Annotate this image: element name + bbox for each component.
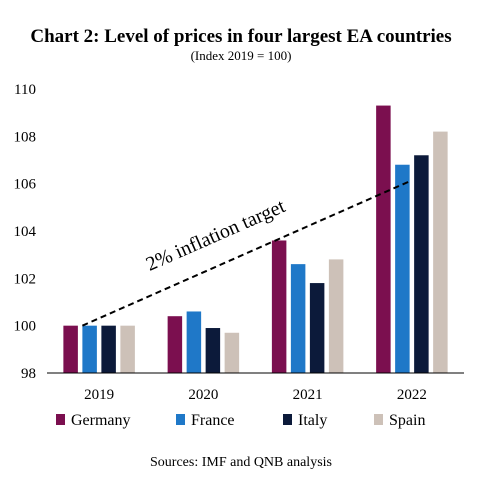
legend-label-france: France	[191, 412, 235, 429]
bar-germany-2019	[63, 325, 78, 373]
bar-spain-2021	[328, 259, 344, 373]
bar-france-2021	[290, 264, 306, 373]
y-tick-label: 98	[21, 366, 36, 382]
y-tick-label: 102	[14, 271, 37, 287]
bar-france-2019	[82, 325, 97, 373]
legend-swatch-spain	[374, 414, 383, 425]
bar-germany-2021	[271, 240, 287, 373]
bar-france-2022	[395, 164, 410, 373]
bar-spain-2020	[224, 332, 240, 373]
bar-italy-2022	[414, 155, 429, 373]
y-tick-label: 110	[14, 82, 36, 98]
inflation-target-line	[81, 180, 411, 327]
legend-swatch-france	[176, 414, 185, 425]
bar-germany-2022	[376, 105, 391, 373]
bar-germany-2020	[167, 316, 183, 373]
y-tick-label: 100	[14, 319, 37, 335]
bar-italy-2021	[309, 283, 325, 373]
legend-swatch-germany	[56, 414, 65, 425]
source-note: Sources: IMF and QNB analysis	[150, 455, 332, 470]
legend-label-spain: Spain	[389, 412, 425, 429]
x-tick-label: 2021	[293, 387, 323, 403]
inflation-target-label: 2% inflation target	[143, 195, 289, 276]
y-tick-label: 108	[14, 129, 37, 145]
bar-italy-2019	[101, 325, 116, 373]
chart-title: Chart 2: Level of prices in four largest…	[30, 26, 452, 47]
bar-france-2020	[186, 311, 202, 373]
x-tick-label: 2022	[397, 387, 427, 403]
bar-spain-2022	[433, 131, 448, 373]
x-tick-label: 2020	[188, 387, 218, 403]
y-tick-label: 104	[14, 224, 37, 240]
bar-spain-2019	[120, 325, 135, 373]
legend-label-italy: Italy	[298, 412, 327, 429]
chart-subtitle: (Index 2019 = 100)	[190, 48, 292, 63]
legend-label-germany: Germany	[71, 412, 131, 429]
bar-italy-2020	[205, 328, 221, 373]
x-tick-label: 2019	[84, 387, 114, 403]
y-tick-label: 106	[14, 177, 37, 193]
legend-swatch-italy	[283, 414, 292, 425]
